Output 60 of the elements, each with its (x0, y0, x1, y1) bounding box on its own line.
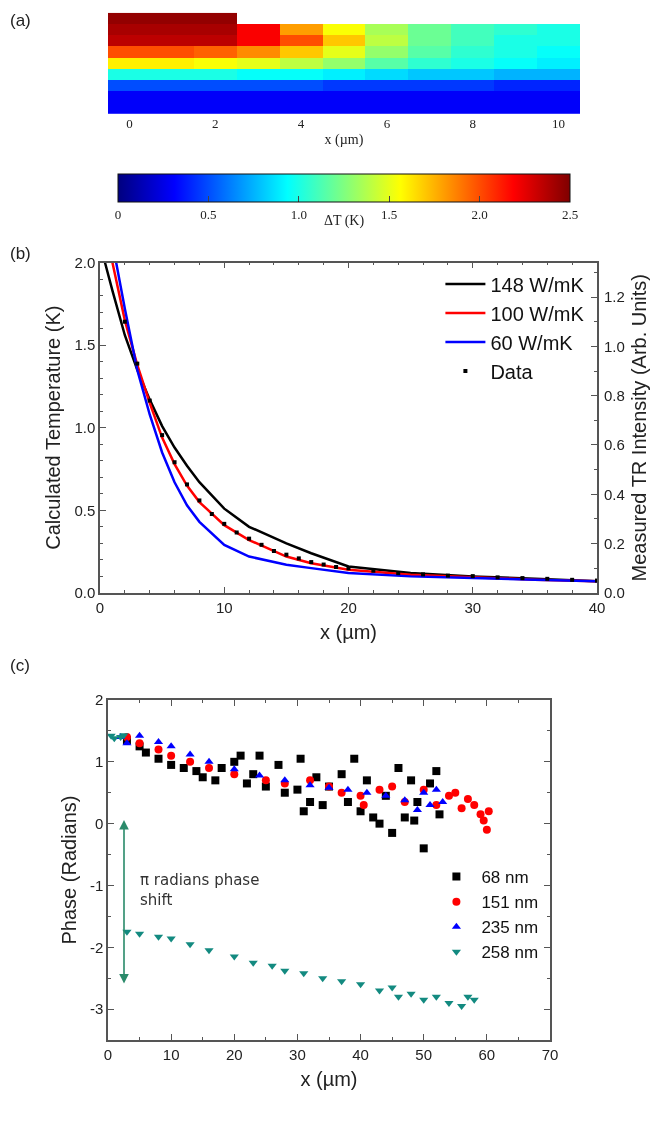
x-tick-label: 40 (352, 1045, 369, 1063)
y-tick-label: -3 (89, 1000, 104, 1018)
legend-label: 68 nm (481, 868, 529, 888)
x-tick-label: 40 (588, 598, 606, 616)
x-tick-label: 20 (340, 598, 357, 616)
x-tick-label: 30 (289, 1045, 306, 1063)
x-tick-label: 70 (541, 1045, 559, 1063)
legend-label: 235 nm (481, 918, 539, 938)
x-tick-label: 10 (215, 598, 233, 616)
y2-tick-label: 0.4 (604, 485, 625, 503)
y-tick-label: -1 (89, 876, 104, 894)
x-axis-title: x (µm) (319, 620, 378, 643)
color-bar-label: 2.5 (561, 206, 579, 222)
y-tick-label: 0.5 (74, 501, 96, 519)
x-axis-title: x (µm) (324, 132, 364, 149)
color-bar-label: 2.0 (471, 206, 488, 222)
color-bar-label: 1.0 (290, 206, 307, 222)
y2-tick-label: 0.2 (604, 534, 625, 552)
y-axis-title: Calculated Temperature (K) (42, 305, 65, 550)
x-tick-label: 10 (162, 1045, 180, 1063)
y2-tick-label: 0.8 (604, 386, 625, 404)
legend-label: 100 W/mK (490, 302, 585, 325)
x-tick-label: 60 (478, 1045, 496, 1063)
x-tick-label: 10 (552, 116, 566, 132)
y2-tick-label: 0.6 (604, 436, 625, 454)
color-bar-label: 0.5 (200, 206, 217, 222)
x-tick-label: 0 (126, 116, 133, 132)
y2-tick-label: 1.2 (604, 288, 625, 306)
chart-title: (b) (10, 244, 31, 263)
y-tick-label: 2.0 (74, 253, 96, 271)
chart-title: (a) (10, 11, 31, 30)
legend-label: Data (490, 360, 534, 383)
y-tick-label: -2 (89, 938, 104, 956)
y-tick-label: 1 (94, 753, 104, 771)
y2-tick-label: 1.0 (604, 337, 625, 355)
y2-axis-title: Measured TR Intensity (Arb. Units) (628, 273, 651, 582)
y2-tick-label: 0.0 (604, 584, 625, 602)
y-axis-title: Phase (Radians) (57, 795, 80, 945)
legend-label: 148 W/mK (490, 273, 585, 296)
color-bar-label: 1.5 (381, 206, 398, 222)
color-bar-title: ΔT (K) (323, 213, 365, 230)
x-tick-label: 4 (297, 116, 305, 132)
y-tick-label: 0 (94, 814, 104, 832)
x-tick-label: 30 (464, 598, 482, 616)
x-tick-label: 50 (415, 1045, 433, 1063)
x-tick-label: 2 (212, 116, 219, 132)
chart-title: (c) (10, 656, 30, 675)
legend-label: 258 nm (481, 943, 539, 963)
annotation: π radians phase shift (140, 871, 260, 909)
y-tick-label: 2 (94, 691, 104, 709)
legend-label: 151 nm (481, 893, 539, 913)
y-tick-label: 1.0 (74, 418, 96, 436)
x-axis-title: x (µm) (300, 1067, 358, 1090)
color-bar-label: 0 (114, 206, 122, 222)
y-tick-label: 1.5 (74, 336, 96, 354)
y-tick-label: 0.0 (74, 584, 96, 602)
x-tick-label: 8 (469, 116, 476, 132)
legend-label: 60 W/mK (490, 331, 574, 354)
x-tick-label: 20 (225, 1045, 243, 1063)
x-tick-label: 6 (383, 116, 391, 132)
